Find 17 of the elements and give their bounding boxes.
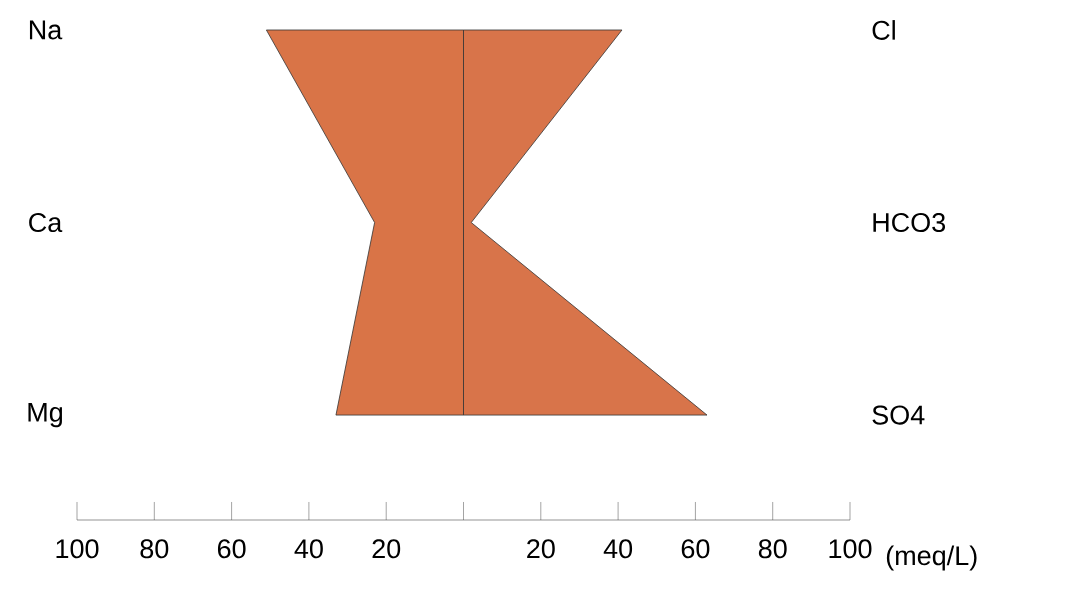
- x-tick-label: 60: [681, 539, 710, 559]
- x-tick-label: 100: [56, 539, 99, 559]
- x-tick-label: 40: [294, 539, 323, 559]
- y2-tick-label: HCO3: [873, 212, 946, 233]
- y-tick-label: Ca: [29, 212, 63, 233]
- x-tick-label: 20: [527, 539, 555, 559]
- x-tick-label: 60: [217, 539, 246, 559]
- x-tick-label: 40: [603, 539, 633, 559]
- x-tick-label: 80: [140, 539, 169, 559]
- x-tick-label: 20: [372, 539, 401, 559]
- x-tick-label: 80: [758, 539, 787, 559]
- x-axis-title: (meq/L): [886, 545, 977, 571]
- y2-tick-label: SO4: [872, 405, 925, 425]
- y2-tick-label: Cl: [872, 20, 895, 40]
- y-tick-label: Mg: [28, 402, 63, 428]
- x-tick-label: 100: [829, 539, 872, 559]
- y-tick-label: Na: [29, 20, 63, 40]
